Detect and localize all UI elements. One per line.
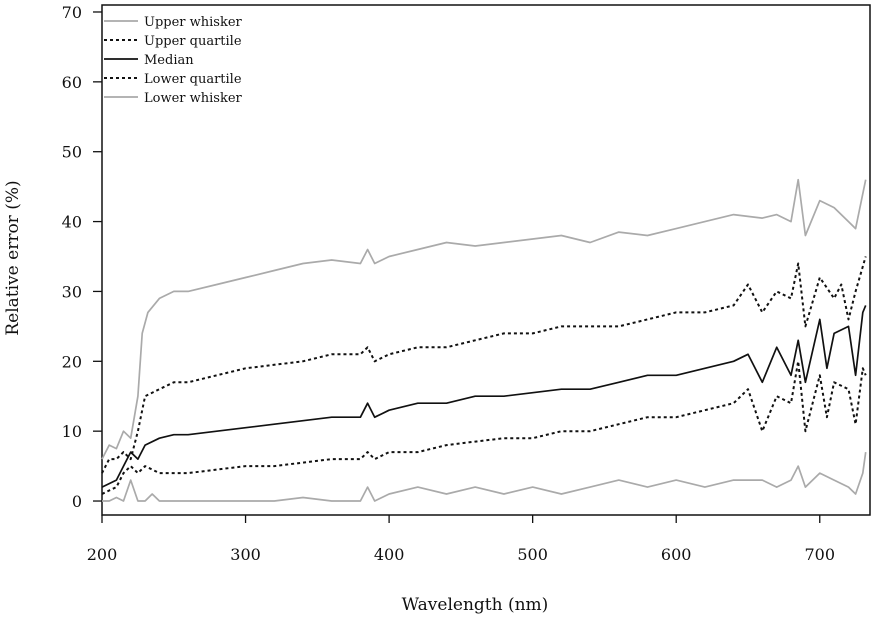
legend-label-lower-quartile: Lower quartile <box>144 72 242 87</box>
x-tick-label: 400 <box>374 545 405 564</box>
y-axis-label: Relative error (%) <box>3 180 23 335</box>
y-tick-label: 40 <box>62 213 82 232</box>
legend-label-median: Median <box>144 53 194 68</box>
plot-frame <box>101 4 871 516</box>
x-axis-label: Wavelength (nm) <box>402 595 549 615</box>
series-line-lower-quartile <box>101 360 867 495</box>
x-tick-label: 700 <box>804 545 835 564</box>
legend: Upper whisker Upper quartile Median Lower q… <box>104 15 243 106</box>
series-line-upper-quartile <box>101 256 867 474</box>
x-tick-label: 500 <box>517 545 548 564</box>
legend-label-upper-quartile: Upper quartile <box>144 34 242 49</box>
series-line-median <box>101 305 867 488</box>
y-tick-label: 0 <box>72 492 82 511</box>
y-tick-label: 30 <box>62 282 82 301</box>
y-tick-label: 60 <box>62 73 82 92</box>
y-tick-label: 70 <box>62 3 82 22</box>
x-tick-label: 600 <box>661 545 692 564</box>
series-layer <box>101 178 867 502</box>
series-line-upper-whisker <box>101 178 867 460</box>
legend-label-lower-whisker: Lower whisker <box>144 91 243 106</box>
x-tick-label: 300 <box>230 545 261 564</box>
y-tick-label: 10 <box>62 422 82 441</box>
y-tick-label: 50 <box>62 143 82 162</box>
y-tick-label: 20 <box>62 352 82 371</box>
series-line-lower-whisker <box>102 451 867 502</box>
x-tick-label: 200 <box>87 545 118 564</box>
legend-label-upper-whisker: Upper whisker <box>144 15 243 30</box>
axis-ticks: 200 300 400 500 600 700 0 10 20 30 40 50 60 70 <box>62 3 835 564</box>
